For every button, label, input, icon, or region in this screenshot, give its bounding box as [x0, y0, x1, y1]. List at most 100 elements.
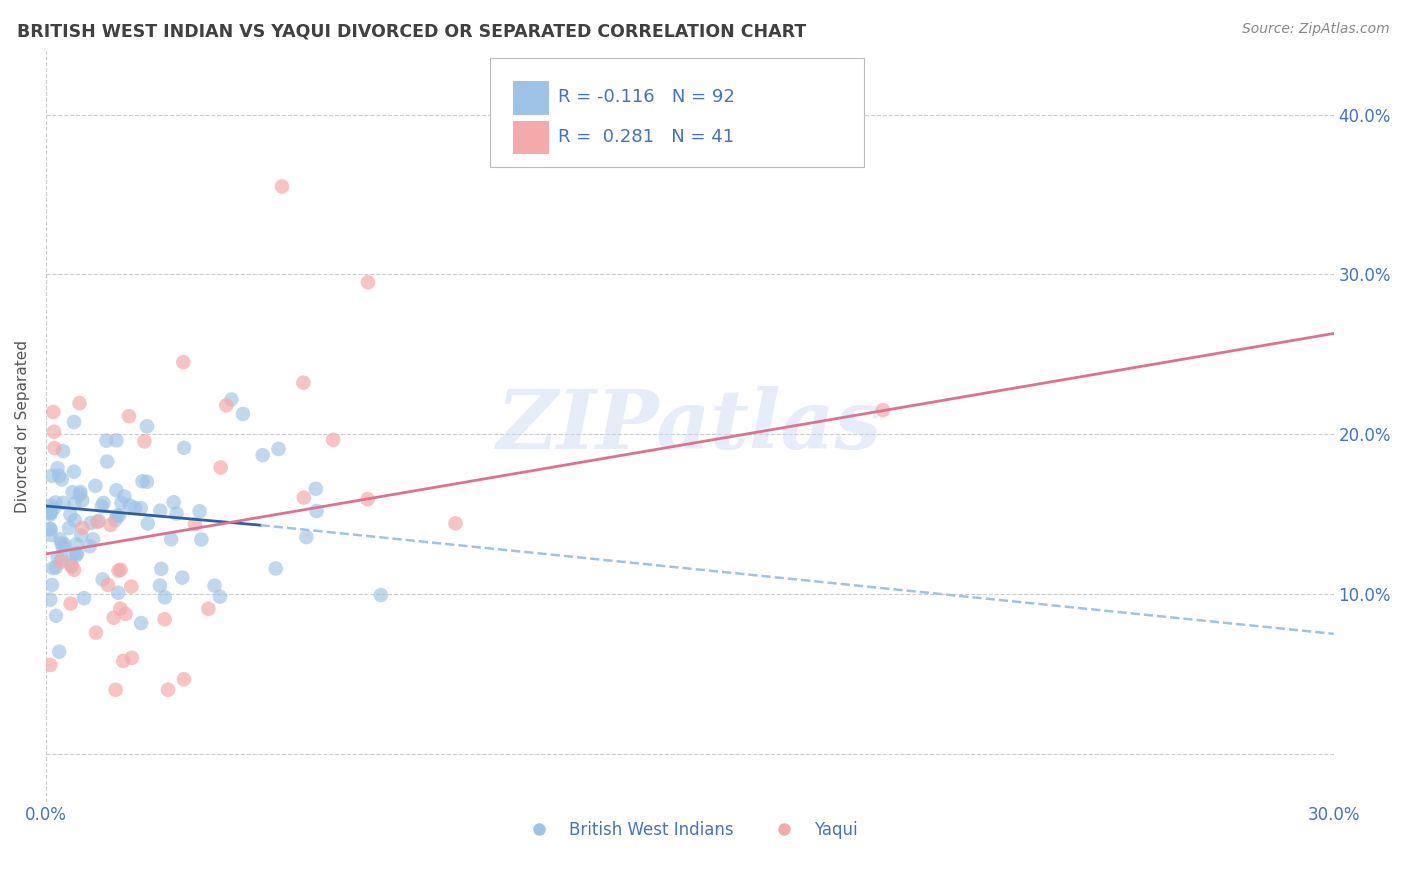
Point [39, 522, 62, 536]
Point [59, 597, 82, 611]
Point [215, 398, 238, 412]
Point [129, 615, 152, 630]
Point [370, 588, 392, 602]
Point [46, 550, 69, 565]
Point [107, 564, 129, 578]
Point [173, 441, 195, 455]
Point [232, 407, 254, 421]
Point [65, 548, 87, 562]
Text: R = -0.116   N = 92: R = -0.116 N = 92 [558, 88, 735, 106]
Point [105, 508, 128, 523]
Point [52, 444, 75, 458]
Point [264, 561, 287, 575]
Point [131, 475, 153, 489]
Point [39, 592, 62, 607]
Point [70, 493, 93, 508]
Text: ZIPatlas: ZIPatlas [498, 386, 883, 467]
Point [166, 507, 188, 521]
Point [149, 578, 172, 592]
Point [48, 645, 70, 659]
Point [292, 491, 315, 505]
Point [52, 540, 75, 554]
Point [124, 501, 146, 516]
Point [104, 682, 127, 697]
Point [82, 533, 104, 547]
Point [87, 514, 110, 528]
Point [63, 496, 86, 510]
Point [221, 392, 243, 407]
Point [69, 396, 91, 410]
Point [63, 465, 86, 479]
Point [190, 533, 212, 547]
Text: BRITISH WEST INDIAN VS YAQUI DIVORCED OR SEPARATED CORRELATION CHART: BRITISH WEST INDIAN VS YAQUI DIVORCED OR… [17, 22, 806, 40]
Point [60, 559, 83, 574]
Point [153, 591, 176, 605]
Point [136, 419, 159, 434]
Point [41, 468, 63, 483]
Point [110, 563, 132, 577]
Point [103, 610, 125, 624]
Point [42, 561, 65, 575]
Point [63, 415, 86, 429]
Point [305, 482, 328, 496]
Point [444, 516, 467, 531]
Point [44, 441, 66, 455]
Point [42, 405, 65, 419]
Point [197, 602, 219, 616]
Point [51, 552, 73, 566]
Point [153, 612, 176, 626]
Point [53, 537, 76, 551]
Point [69, 487, 91, 501]
Point [357, 276, 380, 290]
Point [65, 537, 87, 551]
Point [39, 506, 62, 520]
Point [63, 563, 86, 577]
FancyBboxPatch shape [491, 58, 863, 167]
Point [134, 434, 156, 449]
Point [46, 461, 69, 475]
Point [63, 513, 86, 527]
Point [172, 571, 194, 585]
Point [118, 499, 141, 513]
Point [118, 409, 141, 424]
Point [149, 503, 172, 517]
Point [108, 508, 131, 523]
Point [100, 518, 122, 533]
Point [96, 434, 118, 448]
Point [188, 504, 211, 518]
Point [295, 530, 318, 544]
Point [121, 650, 143, 665]
Point [105, 483, 128, 498]
Point [136, 516, 159, 531]
Point [107, 586, 129, 600]
Point [292, 376, 315, 390]
Bar [513, 80, 550, 114]
Point [79, 539, 101, 553]
Point [62, 547, 84, 561]
Point [90, 500, 112, 514]
Point [173, 673, 195, 687]
Point [252, 448, 274, 462]
Point [156, 682, 179, 697]
Point [96, 454, 118, 468]
Point [39, 508, 62, 522]
Point [209, 460, 232, 475]
Point [162, 495, 184, 509]
Point [357, 492, 380, 507]
Point [58, 521, 80, 535]
Point [93, 496, 115, 510]
Point [86, 515, 108, 529]
Point [135, 475, 157, 489]
Point [110, 496, 132, 510]
Point [267, 442, 290, 456]
Point [59, 508, 82, 522]
Point [51, 473, 73, 487]
Point [72, 521, 94, 535]
Legend: British West Indians, Yaqui: British West Indians, Yaqui [516, 814, 863, 846]
Point [70, 528, 93, 542]
Point [160, 533, 183, 547]
Point [73, 591, 96, 606]
Point [39, 522, 62, 536]
Point [39, 499, 62, 513]
Point [45, 560, 67, 574]
